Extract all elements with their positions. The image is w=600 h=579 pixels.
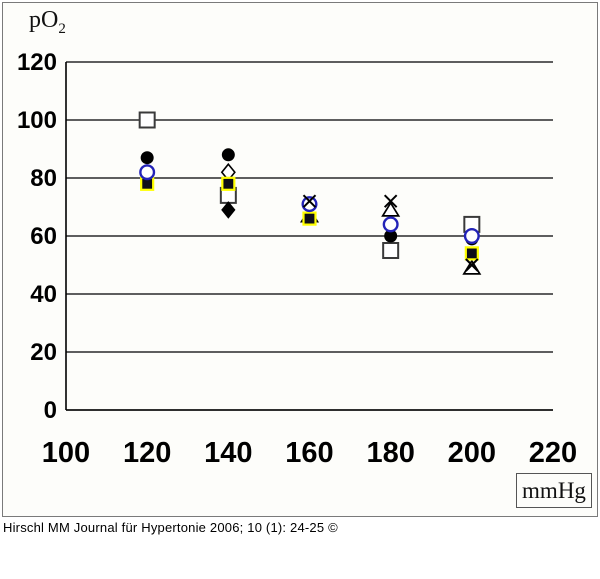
x-tick-label-220: 220 bbox=[529, 437, 577, 469]
x-tick-label-160: 160 bbox=[285, 437, 333, 469]
marker-circle-filled bbox=[221, 148, 235, 162]
marker-square-open bbox=[138, 111, 156, 129]
y-tick-label-100: 100 bbox=[17, 107, 57, 134]
x-tick-label-120: 120 bbox=[123, 437, 171, 469]
y-tick-label-120: 120 bbox=[17, 49, 57, 76]
marker-circle-open bbox=[139, 164, 156, 181]
marker-x-cross bbox=[383, 194, 398, 208]
marker-square-open bbox=[382, 242, 400, 259]
figure-frame: pO2 0 20 40 60 80 100 120 100 120 140 160 180 200 220… bbox=[2, 2, 598, 517]
marker-square-filled bbox=[302, 211, 317, 226]
marker-x-cross bbox=[465, 258, 479, 272]
x-tick-label-140: 140 bbox=[204, 437, 252, 469]
y-tick-label-60: 60 bbox=[30, 223, 57, 250]
y-tick-label-80: 80 bbox=[30, 165, 57, 192]
marker-circle-filled bbox=[140, 151, 154, 165]
y-axis-title-subscript: 2 bbox=[58, 20, 66, 37]
x-tick-label-200: 200 bbox=[448, 437, 496, 469]
source-caption: Hirschl MM Journal für Hypertonie 2006; … bbox=[3, 520, 338, 535]
y-axis-title: pO2 bbox=[29, 7, 66, 38]
marker-triangle-open bbox=[462, 259, 482, 275]
marker-triangle-open bbox=[381, 201, 401, 217]
x-tick-label-100: 100 bbox=[42, 437, 90, 469]
y-tick-label-40: 40 bbox=[30, 281, 57, 308]
y-tick-label-0: 0 bbox=[44, 397, 57, 424]
marker-circle-open bbox=[301, 196, 318, 213]
marker-circle-filled bbox=[384, 229, 398, 243]
x-tick-label-180: 180 bbox=[366, 437, 414, 469]
marker-square-filled bbox=[464, 246, 479, 261]
y-axis-title-main: pO bbox=[29, 7, 59, 33]
marker-square-filled bbox=[221, 176, 236, 191]
marker-x-cross bbox=[302, 194, 317, 208]
x-axis-unit-box: mmHg bbox=[516, 473, 592, 508]
marker-diamond-filled bbox=[221, 201, 236, 219]
scatter-plot: 0 20 40 60 80 100 120 100 120 140 160 180 200 220 bbox=[17, 49, 577, 469]
marker-circle-open bbox=[463, 227, 480, 244]
x-axis-unit-label: mmHg bbox=[522, 477, 586, 503]
y-tick-label-20: 20 bbox=[30, 339, 57, 366]
marker-circle-open bbox=[382, 216, 399, 233]
